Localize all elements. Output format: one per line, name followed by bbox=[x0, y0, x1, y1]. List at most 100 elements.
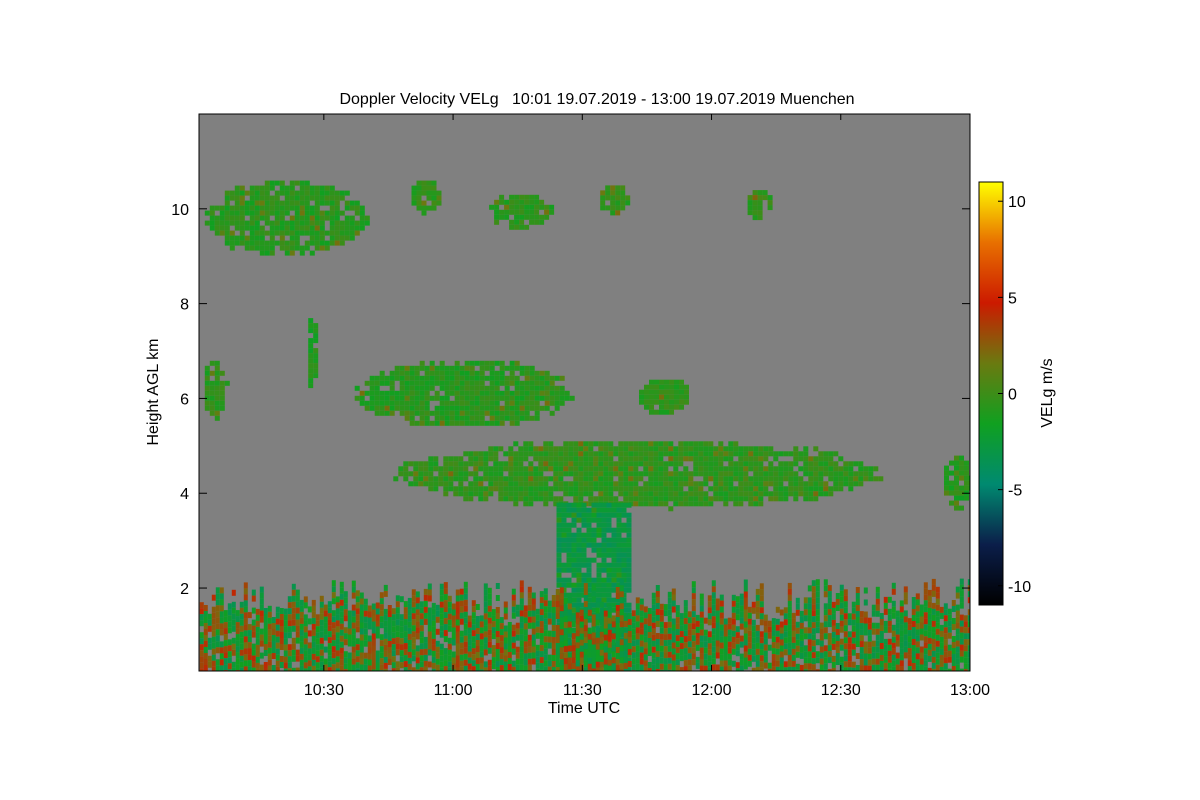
velocity-cell bbox=[379, 375, 385, 381]
velocity-cell bbox=[391, 662, 396, 669]
velocity-cell bbox=[528, 461, 534, 467]
velocity-cell bbox=[503, 661, 508, 668]
velocity-cell bbox=[586, 507, 592, 513]
velocity-cell bbox=[459, 618, 464, 625]
velocity-cell bbox=[568, 456, 574, 462]
velocity-cell bbox=[538, 466, 544, 472]
velocity-cell bbox=[867, 641, 872, 648]
velocity-cell bbox=[659, 639, 664, 646]
velocity-cell bbox=[427, 589, 432, 596]
velocity-cell bbox=[907, 630, 912, 637]
velocity-cell bbox=[748, 466, 754, 472]
velocity-cell bbox=[559, 599, 564, 606]
echo-region-mid-layer bbox=[639, 379, 689, 415]
velocity-cell bbox=[291, 643, 296, 650]
velocity-cell bbox=[571, 567, 577, 573]
velocity-cell bbox=[855, 623, 860, 629]
velocity-cell bbox=[635, 663, 640, 670]
velocity-cell bbox=[534, 370, 540, 376]
velocity-cell bbox=[579, 657, 584, 664]
velocity-cell bbox=[615, 605, 620, 611]
velocity-cell bbox=[229, 220, 235, 226]
velocity-cell bbox=[931, 626, 936, 633]
velocity-cell bbox=[247, 624, 252, 631]
velocity-cell bbox=[235, 664, 240, 671]
velocity-cell bbox=[879, 661, 884, 667]
velocity-cell bbox=[339, 230, 345, 236]
velocity-cell bbox=[556, 507, 562, 513]
velocity-cell bbox=[513, 481, 519, 487]
velocity-cell bbox=[628, 481, 634, 487]
velocity-cell bbox=[435, 640, 440, 647]
velocity-cell bbox=[534, 410, 540, 416]
velocity-cell bbox=[847, 631, 852, 638]
velocity-cell bbox=[438, 481, 444, 487]
velocity-cell bbox=[408, 481, 414, 487]
velocity-cell bbox=[919, 658, 924, 665]
velocity-cell bbox=[249, 200, 255, 206]
velocity-cell bbox=[813, 456, 819, 462]
velocity-cell bbox=[623, 481, 629, 487]
velocity-cell bbox=[648, 466, 654, 472]
velocity-cell bbox=[404, 375, 410, 381]
velocity-cell bbox=[667, 597, 672, 604]
colorbar-tick-label: -10 bbox=[1008, 579, 1031, 596]
velocity-cell bbox=[591, 656, 596, 663]
velocity-cell bbox=[493, 456, 499, 462]
velocity-cell bbox=[691, 605, 696, 612]
velocity-cell bbox=[803, 481, 809, 487]
velocity-cell bbox=[891, 624, 896, 631]
velocity-cell bbox=[627, 637, 632, 643]
velocity-cell bbox=[575, 642, 580, 649]
velocity-cell bbox=[728, 466, 734, 472]
velocity-cell bbox=[931, 668, 936, 671]
velocity-cell bbox=[625, 200, 631, 206]
velocity-cell bbox=[231, 667, 236, 671]
velocity-cell bbox=[267, 665, 272, 671]
velocity-cell bbox=[931, 650, 936, 657]
velocity-cell bbox=[598, 486, 604, 492]
velocity-cell bbox=[327, 667, 332, 671]
velocity-cell bbox=[628, 466, 634, 472]
velocity-cell bbox=[963, 615, 968, 622]
velocity-cell bbox=[907, 648, 912, 655]
velocity-cell bbox=[583, 619, 588, 626]
velocity-cell bbox=[487, 617, 492, 624]
velocity-cell bbox=[488, 486, 494, 492]
velocity-cell bbox=[847, 661, 852, 668]
velocity-cell bbox=[815, 669, 820, 671]
velocity-cell bbox=[544, 390, 550, 396]
velocity-cell bbox=[838, 486, 844, 492]
velocity-cell bbox=[495, 667, 500, 671]
velocity-cell bbox=[691, 635, 696, 642]
velocity-cell bbox=[463, 665, 468, 671]
velocity-cell bbox=[743, 461, 749, 467]
velocity-cell bbox=[387, 635, 392, 641]
velocity-cell bbox=[606, 567, 612, 573]
velocity-cell bbox=[519, 652, 524, 659]
velocity-cell bbox=[699, 623, 704, 630]
velocity-cell bbox=[566, 567, 572, 573]
velocity-cell bbox=[416, 205, 422, 211]
velocity-cell bbox=[775, 648, 780, 655]
velocity-cell bbox=[453, 461, 459, 467]
velocity-cell bbox=[911, 633, 916, 639]
velocity-cell bbox=[494, 214, 500, 220]
velocity-cell bbox=[499, 617, 504, 624]
velocity-cell bbox=[711, 664, 716, 671]
velocity-cell bbox=[535, 656, 540, 663]
velocity-cell bbox=[596, 582, 602, 588]
velocity-cell bbox=[559, 587, 564, 594]
velocity-cell bbox=[939, 642, 944, 649]
velocity-cell bbox=[627, 661, 632, 667]
velocity-cell bbox=[647, 632, 652, 638]
velocity-cell bbox=[313, 373, 319, 379]
velocity-cell bbox=[873, 466, 879, 472]
velocity-cell bbox=[324, 190, 330, 196]
velocity-cell bbox=[576, 537, 582, 543]
velocity-cell bbox=[475, 628, 480, 634]
velocity-cell bbox=[573, 456, 579, 462]
velocity-cell bbox=[919, 664, 924, 671]
velocity-cell bbox=[495, 595, 500, 601]
velocity-cell bbox=[733, 476, 739, 482]
